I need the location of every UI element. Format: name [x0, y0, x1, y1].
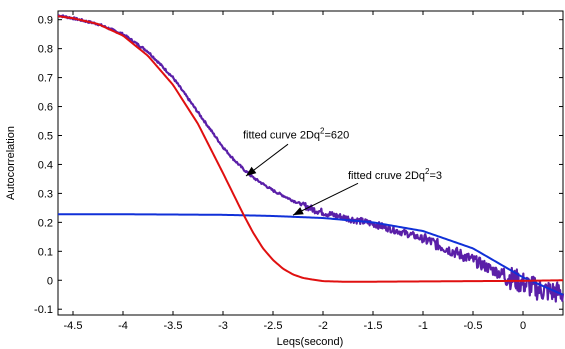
- series-fit-3: [58, 213, 564, 296]
- x-tick-label: -4.5: [64, 320, 83, 332]
- y-tick-label: 0.2: [38, 217, 53, 229]
- x-tick-label: -1: [418, 320, 428, 332]
- y-axis-label: Autocorrelation: [5, 126, 17, 200]
- annotations: fitted curve 2Dq2=620 fitted cruve 2Dq2=3: [243, 126, 442, 216]
- y-tick-label: 0.1: [38, 246, 53, 258]
- y-tick-label: 0.4: [38, 159, 53, 171]
- x-tick-label: -2: [318, 320, 328, 332]
- y-tick-label: 0.6: [38, 102, 53, 114]
- y-tick-label: 0.8: [38, 44, 53, 56]
- y-tick-label: 0.5: [38, 130, 53, 142]
- series-layer: [57, 14, 565, 303]
- annotation-text: fitted curve 2Dq2=620: [243, 126, 349, 141]
- x-tick-label: 0: [520, 320, 526, 332]
- series-fit-620: [57, 15, 564, 283]
- x-axis-label: Leqs(second): [277, 336, 344, 348]
- x-tick-label: -3.5: [164, 320, 183, 332]
- y-tick-label: -0.1: [34, 304, 53, 316]
- annotation-arrow-head: [293, 207, 304, 216]
- annotation-arrow-head: [246, 166, 257, 177]
- x-tick-label: -0.5: [464, 320, 483, 332]
- y-tick-label: 0: [47, 275, 53, 287]
- y-axis-ticks: -0.1 0 0.1 0.2 0.3 0.4 0.5 0.6 0.7 0.8 0.9: [34, 15, 563, 316]
- x-tick-label: -1.5: [364, 320, 383, 332]
- series-measured-data: [57, 14, 565, 303]
- y-tick-label: 0.3: [38, 188, 53, 200]
- annotation-arrow-line: [292, 182, 359, 216]
- y-tick-label: 0.7: [38, 73, 53, 85]
- x-tick-label: -4: [118, 320, 128, 332]
- annotation-text: fitted cruve 2Dq2=3: [348, 167, 442, 182]
- x-tick-label: -2.5: [264, 320, 283, 332]
- x-tick-label: -3: [218, 320, 228, 332]
- x-axis-ticks: -4.5 -4 -3.5 -3 -2.5 -2 -1.5 -1 -0.5 0: [64, 11, 526, 332]
- y-tick-label: 0.9: [38, 15, 53, 27]
